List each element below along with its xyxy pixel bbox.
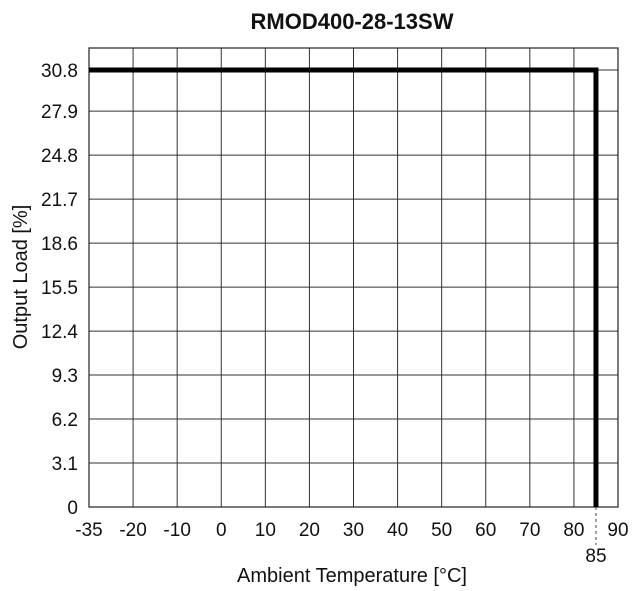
y-tick-label: 12.4	[41, 322, 78, 343]
y-tick-label: 30.8	[41, 61, 78, 82]
grid	[88, 48, 619, 508]
x-tick-labels: -35 -20 -10 0 10 20 30 40 50 60 70 80 90	[75, 520, 628, 541]
y-tick-label: 27.9	[41, 102, 78, 123]
x-tick-label: -20	[119, 520, 146, 541]
x-axis-label: Ambient Temperature [°C]	[237, 565, 467, 587]
y-tick-label: 18.6	[41, 234, 78, 255]
x-tick-label: 0	[216, 520, 227, 541]
x-tick-label: -35	[75, 520, 102, 541]
x-tick-label: 80	[563, 520, 584, 541]
x-tick-label: 30	[343, 520, 364, 541]
annotation: 85	[585, 507, 607, 567]
y-tick-label: 24.8	[41, 146, 78, 167]
y-tick-label: 15.5	[41, 278, 78, 299]
x-tick-label: 70	[519, 520, 540, 541]
chart-title: RMOD400-28-13SW	[251, 9, 454, 34]
y-tick-label: 21.7	[41, 190, 78, 211]
annotation-label: 85	[585, 546, 606, 567]
x-tick-label: 40	[387, 520, 408, 541]
x-tick-label: 90	[607, 520, 628, 541]
x-tick-label: 20	[299, 520, 320, 541]
x-tick-label: 50	[431, 520, 452, 541]
plot-frame	[88, 47, 619, 508]
y-axis-label: Output Load [%]	[10, 205, 32, 350]
x-tick-label: 10	[255, 520, 276, 541]
series	[89, 67, 599, 507]
x-tick-label: -10	[163, 520, 190, 541]
y-tick-labels: 0 3.1 6.2 9.3 12.4 15.5 18.6 21.7 24.8 27.9 30.8	[41, 61, 78, 519]
x-tick-label: 60	[475, 520, 496, 541]
y-tick-label: 9.3	[52, 366, 78, 387]
y-tick-label: 6.2	[52, 410, 78, 431]
y-tick-label: 0	[67, 498, 78, 519]
series-line	[89, 67, 599, 507]
y-tick-label: 3.1	[52, 454, 78, 475]
